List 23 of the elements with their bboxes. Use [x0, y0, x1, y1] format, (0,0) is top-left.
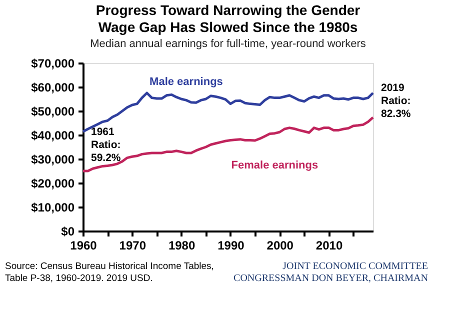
y-tick-label: $10,000: [31, 200, 75, 214]
chart-title: Progress Toward Narrowing the Gender Wage Gap Has Slowed Since the 1980s: [96, 2, 361, 35]
x-tick-label: 2000: [266, 238, 294, 252]
x-tick-label: 1990: [218, 238, 245, 252]
series-label: Female earnings: [231, 159, 318, 172]
annotation: 1961 Ratio: 59.2%: [91, 126, 122, 164]
x-tick-label: 1980: [168, 238, 196, 252]
y-tick-label: $30,000: [31, 152, 75, 166]
text: JOINT ECONOMIC COMMITTEE CONGRESSMAN DON BEYER, CHAIRMAN: [234, 261, 428, 284]
x-tick-label: 1970: [119, 238, 146, 252]
text: 2019 Ratio: 82.3%: [381, 82, 412, 120]
y-tick-label: $20,000: [31, 176, 75, 190]
series-label: Male earnings: [150, 76, 223, 88]
x-tick-label: 1960: [70, 238, 98, 252]
y-tick-label: $60,000: [31, 80, 75, 94]
y-tick-label: $40,000: [31, 128, 75, 142]
y-tick-label: $70,000: [31, 56, 75, 70]
y-tick-label: $0: [61, 224, 75, 238]
line-series: [82, 116, 374, 172]
source-note: Source: Census Bureau Historical Income Tables, Table P-38, 1960-2019. 2019 USD.: [5, 261, 214, 284]
x-tick-label: 2010: [316, 238, 343, 252]
chart-subtitle: Median annual earnings for full-time, year-round workers: [90, 38, 366, 50]
y-tick-label: $50,000: [31, 104, 75, 118]
